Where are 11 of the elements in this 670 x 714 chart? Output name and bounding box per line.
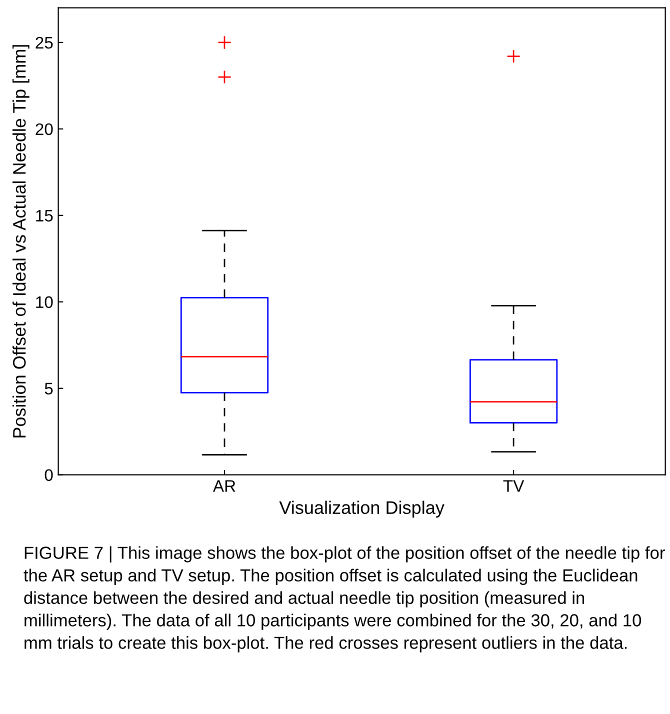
- y-axis-title: Position Offset of Ideal vs Actual Needle Tip [mm]: [12, 45, 30, 438]
- y-tick-label: 20: [36, 123, 53, 136]
- caption: FIGURE 7 | This image shows the box-plot of the position offset of the needle tip for the AR setup and TV setup. The position offset is calculated using the Euclidean distance between the desired and actual needle tip position (measured in millimeters). The data of all 10 participants were combined for the 30, 20, and 10 mm trials to create this box-plot. The red crosses represent outliers in the data.: [24, 546, 665, 652]
- x-axis-title: Visualization Display: [279, 500, 444, 518]
- y-tick-label: 0: [44, 469, 53, 482]
- x-tick-label: TV: [503, 480, 524, 492]
- y-tick-label: 5: [44, 382, 53, 395]
- x-tick-label: AR: [212, 480, 236, 492]
- y-tick-label: 10: [36, 296, 53, 308]
- y-tick-label: 25: [36, 36, 53, 49]
- y-tick-label: 15: [36, 210, 53, 222]
